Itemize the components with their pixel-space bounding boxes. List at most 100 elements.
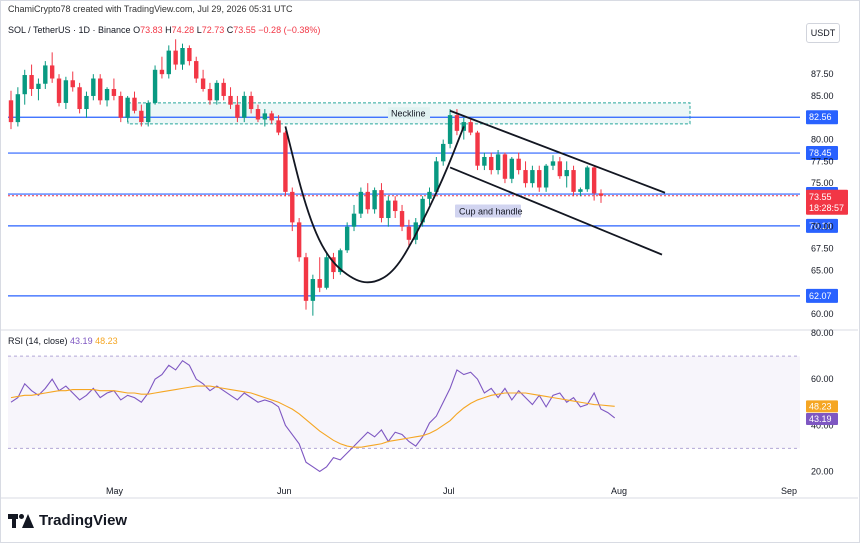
time-axis-tick: Jul [443,486,455,496]
candle-body [111,88,117,96]
symbol-name[interactable]: SOL / TetherUS · 1D · Binance [8,25,131,35]
candle-body [338,250,343,273]
chart-credit: ChamiCrypto78 created with TradingView.c… [8,4,293,14]
candle-body [84,95,89,110]
candle-body [399,211,405,227]
candle-body [187,48,192,62]
candle-body [454,115,460,131]
rsi-title[interactable]: RSI (14, close) [8,336,68,346]
currency-button[interactable]: USDT [806,23,840,43]
price-level-tag [806,218,838,233]
candle-body [482,156,487,166]
candle-body [509,158,515,179]
price-level-tag [806,288,838,303]
time-axis-tick: Sep [781,486,797,496]
candle-body [537,170,542,188]
price-level-tag [806,146,838,161]
candle-body [49,65,55,79]
neckline-label-bg [388,107,430,120]
candle-body [578,189,583,192]
candle-body [118,95,123,118]
candle-body [290,191,295,223]
channel-upper-line [449,109,666,194]
low-value: 72.73 [201,25,225,35]
open-value: 73.83 [140,25,163,35]
logo-text: TradingView [39,512,128,529]
price-level-tag-label: 78.45 [809,148,832,158]
candle-body [303,257,309,301]
candle-body [125,97,130,118]
candle-body [166,50,171,75]
candle-body [228,95,233,105]
candle-body [591,167,597,194]
candle-body [523,170,528,184]
candle-body [317,279,322,288]
countdown-label: 18:28:57 [809,203,844,213]
candle-body [242,95,247,118]
candle-body [200,78,206,89]
candle-body [269,113,274,121]
close-label: C [226,25,234,35]
rsi-ma-value: 48.23 [95,336,118,346]
candle-body [255,109,261,120]
candle-body [132,97,137,111]
candle-body [194,61,199,79]
candle-body [283,132,288,192]
open-label: O [133,25,141,35]
time-axis-tick: May [106,486,124,496]
cup-handle-label: Cup and handle [459,206,523,216]
candle-body [22,75,27,95]
candle-body [56,78,62,103]
rsi-axis-tick: 80.00 [811,328,834,338]
candle-body [475,132,480,166]
candle-body [221,82,226,96]
close-value: 73.55 [233,25,256,35]
candle-body [598,193,604,196]
candle-body [543,165,549,188]
symbol-legend: SOL / TetherUS · 1D · Binance O73.83 H74… [8,25,320,35]
candle-body [29,75,34,89]
candle-body [139,110,144,123]
rsi-axis-tick: 40.00 [811,420,834,430]
candle-body [495,154,501,171]
candle-body [564,170,569,177]
price-axis-tick: 87.50 [811,69,834,79]
candle-body [585,167,590,190]
last-price-tag-label: 73.55 [809,192,832,202]
candle-body [63,80,69,103]
rsi-value-tag [806,412,838,425]
rsi-band [8,356,800,449]
tradingview-logo[interactable]: TradingView [8,512,127,529]
candle-body [386,200,391,219]
candle-body [276,120,281,133]
candle-body [248,95,254,110]
candle-body [91,78,96,96]
candle-body [207,88,213,101]
candle-body [15,94,21,123]
price-axis-tick: 75.00 [811,178,834,188]
candle-body [550,161,556,166]
candle-body [372,190,377,210]
candle-body [502,154,508,179]
cup-handle-label-bg [455,204,521,218]
cup-curve [284,126,465,284]
rsi-legend: RSI (14, close) 43.19 48.23 [8,336,118,346]
candle-body [406,226,412,240]
candle-body [420,198,425,223]
candle-body [104,88,110,101]
candle-body [146,102,151,123]
candle-body [159,69,165,75]
channel-lower-line [449,166,663,256]
candle-body [468,122,473,133]
price-level-tag-label: 70.10 [809,221,832,231]
candle-body [557,161,563,177]
candle-body [434,161,439,192]
candle-body [351,213,357,227]
candle-body [530,170,535,184]
candle-body [173,50,178,65]
candle-body [379,190,384,219]
neckline-label: Neckline [391,108,426,118]
candle-body [516,158,521,171]
time-axis-tick: Aug [611,486,627,496]
